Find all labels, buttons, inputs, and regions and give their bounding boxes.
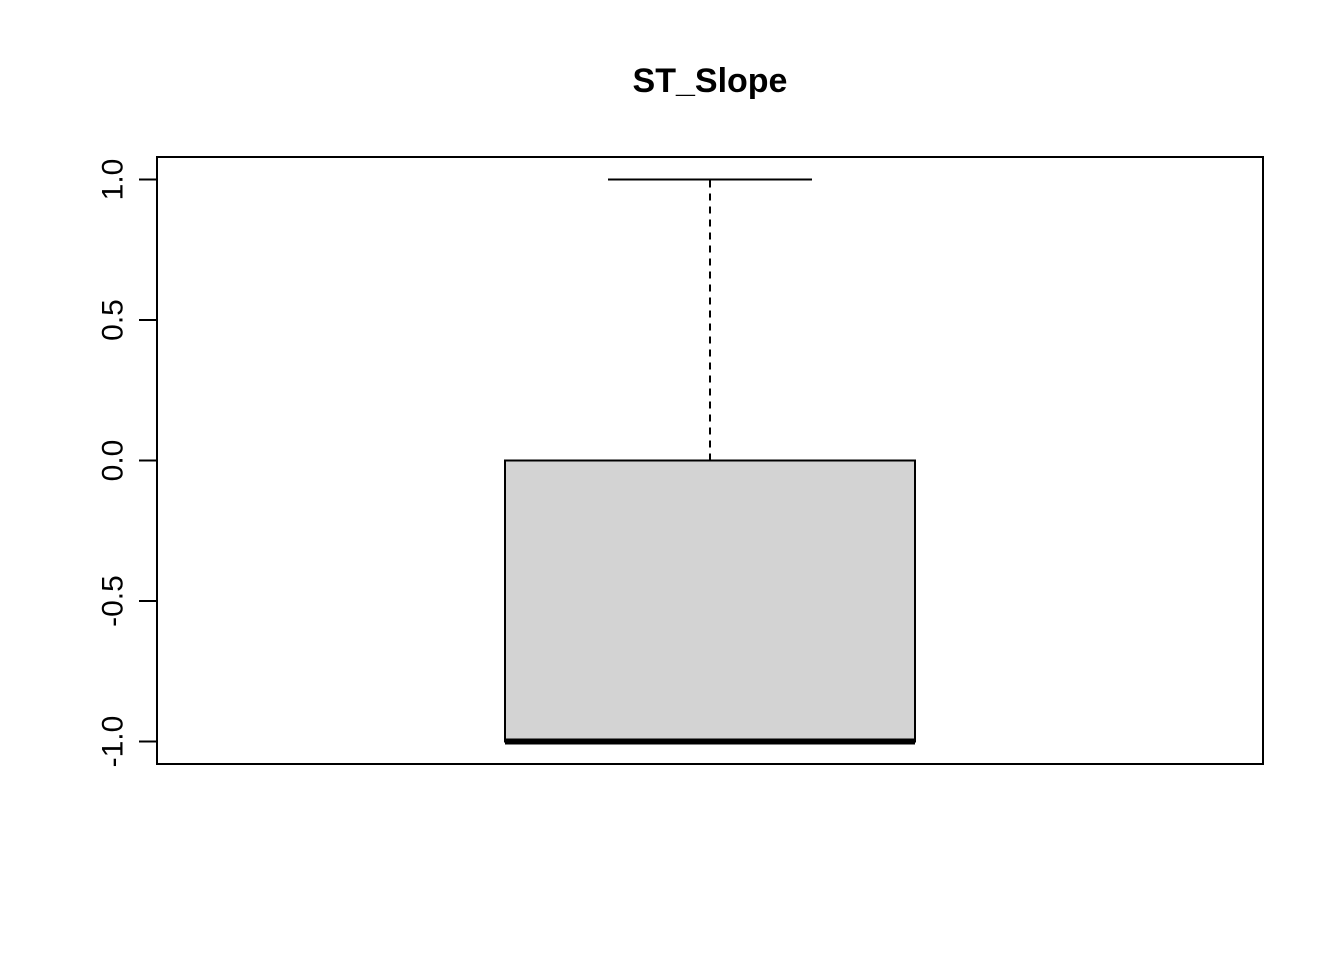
y-tick-label: -0.5 [97,575,130,627]
box-group [504,178,916,745]
y-tick-label: -1.0 [97,716,130,768]
y-axis: -1.0 -0.5 0.0 0.5 1.0 [97,159,158,768]
chart-title: ST_Slope [633,62,788,100]
y-tick-label: 0.5 [97,299,130,341]
y-tick-label: 1.0 [97,159,130,201]
y-tick-label: 0.0 [97,440,130,482]
box-iqr [504,459,916,743]
